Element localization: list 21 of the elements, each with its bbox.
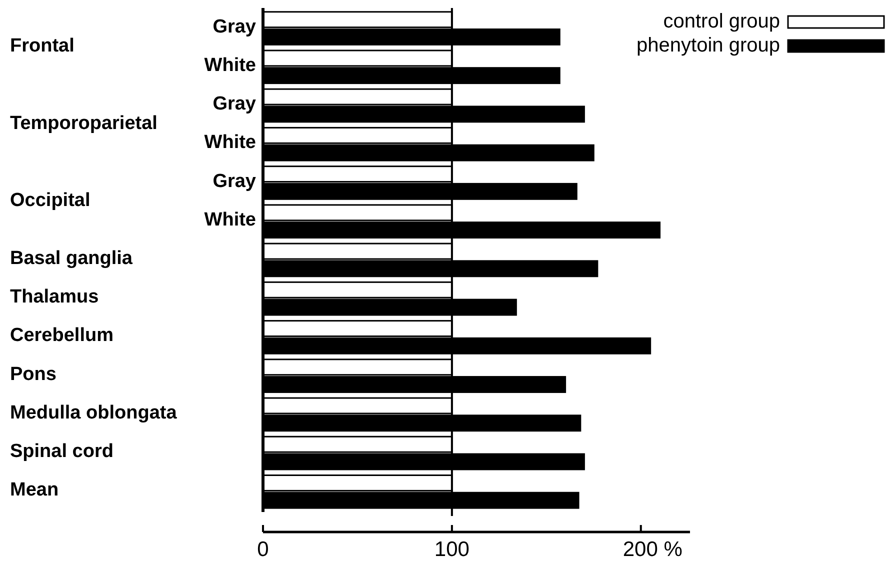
y-tick-label: Medulla oblongata [10, 402, 178, 424]
y-tick-label: Mean [10, 480, 59, 501]
y-tick-label: Spinal cord [10, 441, 114, 462]
y-tick-label: Gray [212, 94, 256, 115]
y-tick-label: Pons [10, 364, 56, 385]
x-tick-label: 100 [434, 538, 470, 561]
x-tick-label: 200 % [622, 538, 682, 561]
legend-label: phenytoin group [636, 34, 780, 56]
y-tick-label: Basal ganglia [10, 248, 133, 270]
y-tick-label: White [204, 209, 256, 230]
text: Occipital [10, 190, 90, 212]
y-tick-label: White [204, 54, 256, 76]
text: Temporoparietal [10, 112, 158, 134]
x-tick-label: 0 [257, 538, 269, 561]
legend-label: control group [663, 10, 780, 32]
y-tick-label: Gray [212, 16, 256, 38]
text: Frontal [10, 36, 74, 57]
y-tick-label: Thalamus [10, 286, 99, 308]
y-tick-label: Cerebellum [10, 325, 114, 346]
y-tick-label: White [204, 132, 256, 154]
y-tick-label: Gray [212, 170, 256, 192]
